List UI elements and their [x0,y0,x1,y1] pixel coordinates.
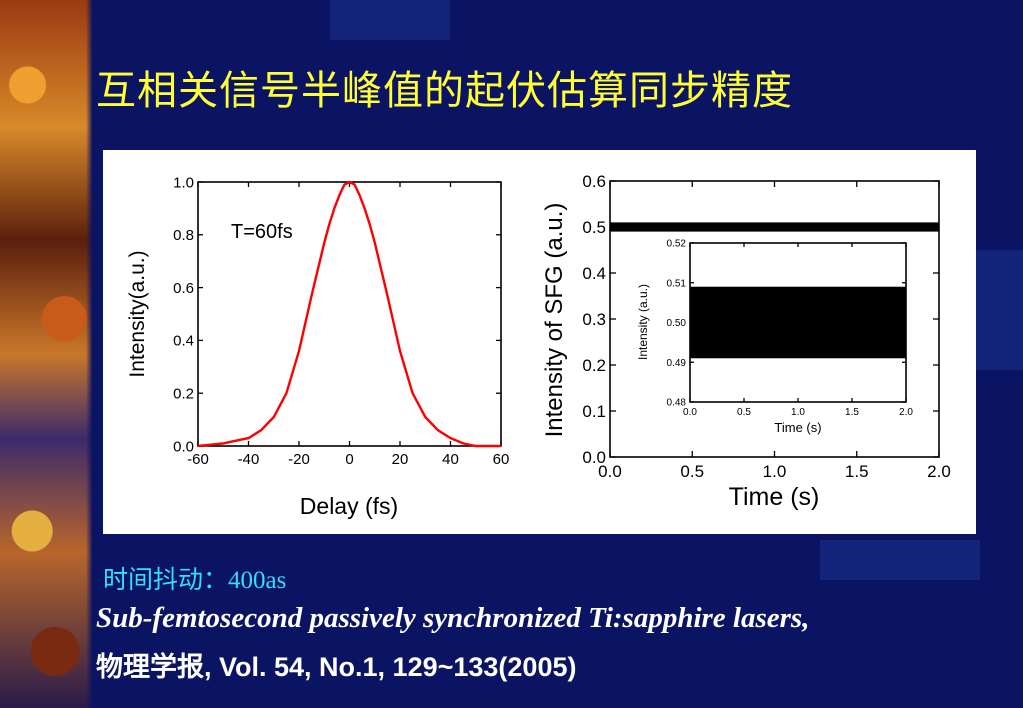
chart2-y-tick-label: 0.2 [582,356,606,375]
jitter-line: 时间抖动：400as [103,560,286,596]
slide-title: 互相关信号半峰值的起伏估算同步精度 [96,68,793,114]
chart1-y-tick-label: 0.6 [173,280,194,297]
inset-y-axis-label: Intensity (a.u.) [636,284,650,360]
chart2-x-axis-label: Time (s) [729,483,820,511]
chart2-signal-band [610,222,939,232]
chart1-y-tick-label: 0.8 [173,227,194,244]
background-shape [820,540,980,580]
charts-svg: -60 -40 -20 0 20 40 60 0.0 0.2 0.4 0.6 0.8 1.0 T=60fs… [126,172,951,519]
chart2-x-tick-label: 1.5 [845,462,869,481]
chart2-y-tick-label: 0.0 [582,448,606,467]
chart1-annotation: T=60fs [231,221,293,243]
chart1-y-tick-label: 1.0 [173,174,194,191]
chart1-x-tick-label: -60 [187,451,209,468]
chart1-x-tick-label: 20 [392,451,409,468]
inset-x-tick-label: 2.0 [899,407,913,418]
chart2-y-axis-label: Intensity of SFG (a.u.) [541,203,568,438]
inset-x-tick-label: 0.0 [683,407,697,418]
chart1-x-tick-label: 40 [442,451,459,468]
inset-x-tick-label: 0.5 [737,407,751,418]
chart1-x-tick-label: 60 [493,451,510,468]
chart1-x-tick-label: -40 [238,451,260,468]
decorative-gear-strip [0,0,92,708]
inset-y-tick-label: 0.51 [667,278,687,289]
chart1-y-tick-label: 0.0 [173,438,194,455]
background-shape [330,0,450,40]
inset-x-axis-label: Time (s) [774,420,821,435]
inset-y-tick-label: 0.50 [667,318,687,329]
chart1-series-line [197,180,501,448]
inset-y-tick-label: 0.49 [667,358,687,369]
inset-x-tick-label: 1.5 [845,407,859,418]
chart2-y-tick-label: 0.6 [582,172,606,191]
chart1-y-axis-label: Intensity(a.u.) [126,250,149,377]
chart2-x-tick-label: 2.0 [927,462,951,481]
chart2-x-tick-label: 0.5 [680,462,704,481]
jitter-value: 400as [228,567,287,594]
inset-y-tick-label: 0.48 [667,398,687,409]
chart2-y-tick-label: 0.1 [582,402,606,421]
chart2-x-tick-label: 0.0 [598,462,622,481]
reference-title: Sub-femtosecond passively synchronized T… [96,602,810,634]
inset-signal-band [690,286,906,359]
chart2-y-tick-label: 0.3 [582,310,606,329]
chart1-x-axis-label: Delay (fs) [300,493,398,519]
chart1-x-tick-label: 0 [345,451,353,468]
chart1-y-tick-label: 0.2 [173,385,194,402]
inset-y-tick-label: 0.52 [667,239,687,250]
chart1-y-tick-label: 0.4 [173,333,194,350]
chart2-y-tick-label: 0.4 [582,264,606,283]
reference-journal: 物理学报, Vol. 54, No.1, 129~133(2005) [96,652,577,682]
chart2-y-tick-label: 0.5 [582,218,606,237]
jitter-label: 时间抖动： [103,565,229,594]
chart2-x-tick-label: 1.0 [763,462,787,481]
inset-x-tick-label: 1.0 [791,407,805,418]
figure-panel: -60 -40 -20 0 20 40 60 0.0 0.2 0.4 0.6 0.8 1.0 T=60fs… [103,150,976,534]
chart1-x-tick-label: -20 [288,451,310,468]
